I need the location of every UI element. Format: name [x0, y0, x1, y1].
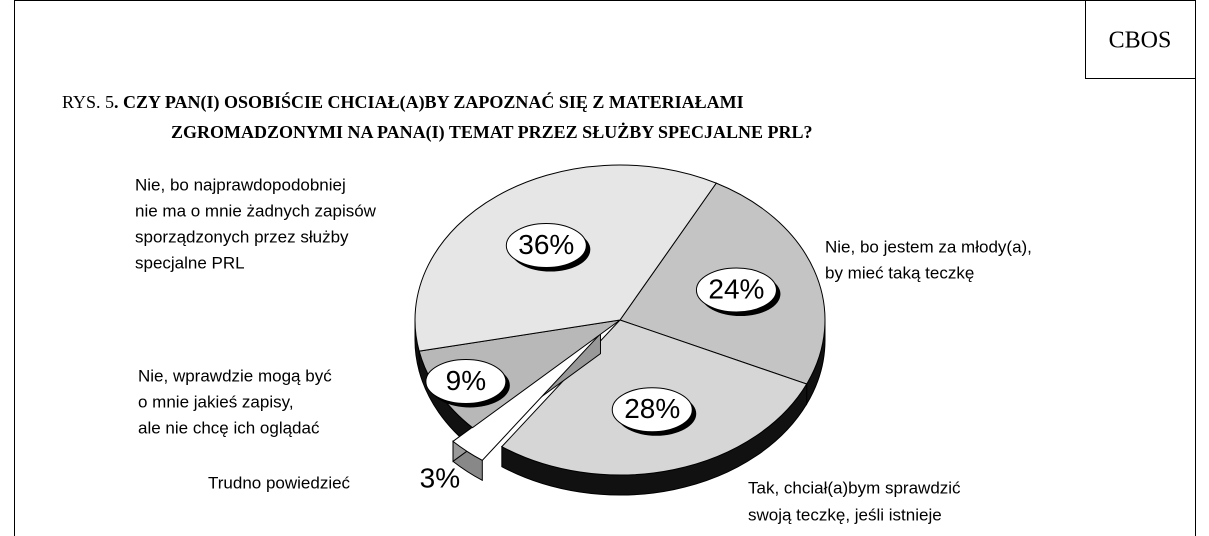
category-label: swoją teczkę, jeśli istnieje [748, 505, 942, 524]
title-prefix: RYS. 5 [62, 92, 114, 112]
value-label: 36% [518, 229, 574, 260]
category-label: Nie, wprawdzie mogą być [138, 366, 332, 385]
category-label: Trudno powiedzieć [208, 473, 351, 492]
label-bubble [505, 223, 587, 269]
category-label: Nie, bo najprawdopodobniej [135, 175, 346, 194]
value-label: 9% [446, 365, 486, 396]
category-label: Tak, chciał(a)bym sprawdzić [748, 478, 961, 497]
label-bubble [611, 387, 693, 433]
chart-title: RYS. 5. CZY PAN(I) OSOBIŚCIE CHCIAŁ(A)BY… [62, 91, 744, 113]
source: CBOS [1109, 28, 1172, 54]
value-label: 3% [420, 462, 460, 493]
value-label: 28% [624, 393, 680, 424]
labels: 24% Nie, bo jestem za młody(a), by mieć ta… [135, 175, 1032, 524]
category-label: o mnie jakieś zapisy, [138, 392, 294, 411]
category-label: specjalne PRL [135, 253, 245, 272]
category-label: nie ma o mnie żadnych zapisów [135, 201, 377, 220]
category-label: by mieć taką teczkę [825, 263, 974, 282]
frame [14, 0, 1196, 536]
category-label: Nie, bo jestem za młody(a), [825, 237, 1032, 256]
title-line: . CZY PAN(I) OSOBIŚCIE CHCIAŁ(A)BY ZAPOZ… [114, 91, 744, 113]
value-label: 24% [708, 273, 764, 304]
source-box [1085, 0, 1196, 79]
category-label: sporządzonych przez służby [135, 227, 349, 246]
label-bubble [695, 267, 777, 313]
title-line: ZGROMADZONYMI NA PANA(I) TEMAT PRZEZ SŁU… [171, 122, 813, 143]
label-bubble [425, 358, 507, 404]
category-label: ale nie chcę ich oglądać [138, 418, 320, 437]
pie-slice [452, 333, 601, 461]
